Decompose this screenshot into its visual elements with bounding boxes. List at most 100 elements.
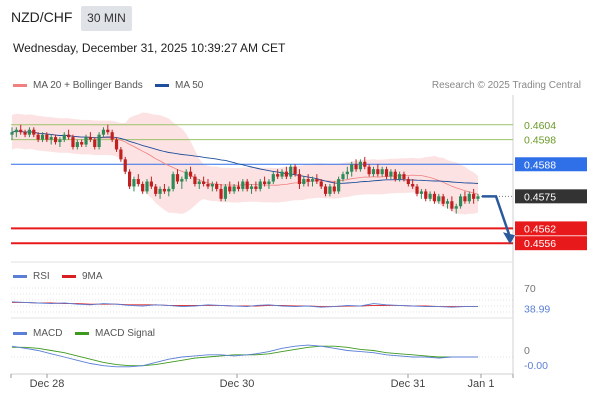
- legend-macd: MACD: [13, 328, 62, 339]
- candle-body: [472, 193, 476, 199]
- candle-body: [80, 142, 84, 145]
- candle-body: [306, 179, 310, 182]
- candle-body: [258, 181, 262, 189]
- bollinger-band: [12, 112, 478, 215]
- level-label-0.4604: 0.4604: [524, 120, 556, 132]
- level-label-box: [515, 157, 587, 172]
- candle-body: [371, 169, 376, 175]
- candle-body: [241, 181, 245, 189]
- signal-swatch: [75, 332, 89, 335]
- level-label-box: [515, 236, 587, 251]
- candle-body: [297, 174, 302, 184]
- candle-body: [136, 179, 140, 184]
- candle-body: [175, 174, 180, 182]
- candle-body: [319, 181, 323, 187]
- candle-body: [202, 181, 206, 184]
- candle-body: [167, 188, 171, 192]
- x-tick-label: Jan 1: [468, 378, 495, 390]
- candle-body: [450, 201, 454, 209]
- candle-body: [415, 186, 419, 194]
- candle-body: [149, 181, 153, 187]
- candle-body: [123, 159, 127, 172]
- legend-ma50: MA 50: [155, 80, 203, 91]
- rsi-value-label: 38.99: [524, 304, 550, 316]
- candle-body: [271, 174, 275, 182]
- macd-line: [11, 344, 478, 368]
- candle-body: [162, 188, 167, 192]
- candle-body: [380, 169, 384, 175]
- macd-value-label: -0.00: [524, 360, 548, 372]
- candle-body: [145, 181, 149, 192]
- candle-body: [354, 164, 358, 170]
- candle-body: [289, 166, 293, 177]
- macd-tick-0: 0: [524, 345, 530, 357]
- candle-body: [114, 139, 119, 150]
- candle-body: [62, 134, 66, 140]
- legend-macd-signal: MACD Signal: [75, 328, 155, 339]
- level-label-0.4598: 0.4598: [524, 135, 556, 147]
- candle-body: [445, 201, 450, 204]
- candle-body: [341, 174, 345, 180]
- rsi-tick-70: 70: [524, 283, 536, 295]
- candle-body: [197, 181, 201, 184]
- legend-signal-label: MACD Signal: [95, 328, 156, 339]
- candle-body: [193, 176, 197, 184]
- candle-body: [467, 193, 471, 202]
- ma50-swatch: [155, 84, 169, 87]
- candle-body: [337, 179, 341, 192]
- level-label-0.4588: 0.4588: [524, 159, 556, 171]
- candle-body: [141, 184, 145, 192]
- x-tick-label: Dec 31: [391, 378, 426, 390]
- candle-body: [332, 186, 336, 192]
- candle-body: [180, 179, 184, 182]
- level-label-0.4556: 0.4556: [524, 238, 556, 250]
- candle-body: [358, 161, 363, 170]
- candle-body: [67, 134, 71, 138]
- macd-swatch: [13, 332, 27, 335]
- candle-body: [158, 188, 162, 194]
- candle-body: [437, 196, 441, 202]
- candle-body: [411, 184, 415, 187]
- candle-body: [19, 129, 23, 133]
- candle-body: [93, 139, 97, 147]
- candle-body: [84, 137, 88, 145]
- candle-body: [276, 174, 280, 177]
- research-credit: Research © 2025 Trading Central: [431, 80, 581, 91]
- candle-body: [406, 179, 410, 184]
- candle-body: [302, 179, 306, 184]
- candle-body: [458, 196, 463, 207]
- candle-body: [284, 171, 288, 177]
- timeframe-badge[interactable]: 30 MIN: [81, 6, 132, 31]
- candle-body: [49, 137, 53, 140]
- candle-body: [249, 186, 254, 189]
- candle-body: [36, 134, 40, 140]
- candle-body: [14, 129, 18, 133]
- candle-body: [32, 129, 36, 135]
- rsi-line: [11, 301, 478, 308]
- legend-rsi-label: RSI: [33, 271, 50, 282]
- candle-body: [463, 196, 467, 202]
- candle-body: [45, 134, 49, 140]
- candle-body: [97, 134, 101, 147]
- candle-body: [315, 179, 319, 182]
- candle-body: [210, 184, 214, 187]
- candle-body: [206, 184, 210, 187]
- candle-body: [441, 196, 445, 204]
- candle-body: [367, 166, 371, 175]
- level-label-0.4562: 0.4562: [524, 223, 556, 235]
- level-label-0.4575: 0.4575: [524, 191, 556, 203]
- datetime-label: Wednesday, December 31, 2025 10:39:27 AM…: [13, 41, 286, 55]
- candle-body: [393, 171, 397, 180]
- candle-body: [27, 129, 32, 135]
- candle-body: [428, 193, 432, 199]
- candle-body: [101, 129, 106, 135]
- candle-body: [110, 132, 114, 140]
- macd-signal-line: [12, 345, 478, 367]
- candle-body: [171, 174, 175, 189]
- level-label-box: [515, 189, 587, 204]
- candle-body: [419, 191, 423, 194]
- candle-body: [280, 171, 284, 177]
- candle-body: [106, 129, 110, 133]
- candle-body: [219, 188, 223, 199]
